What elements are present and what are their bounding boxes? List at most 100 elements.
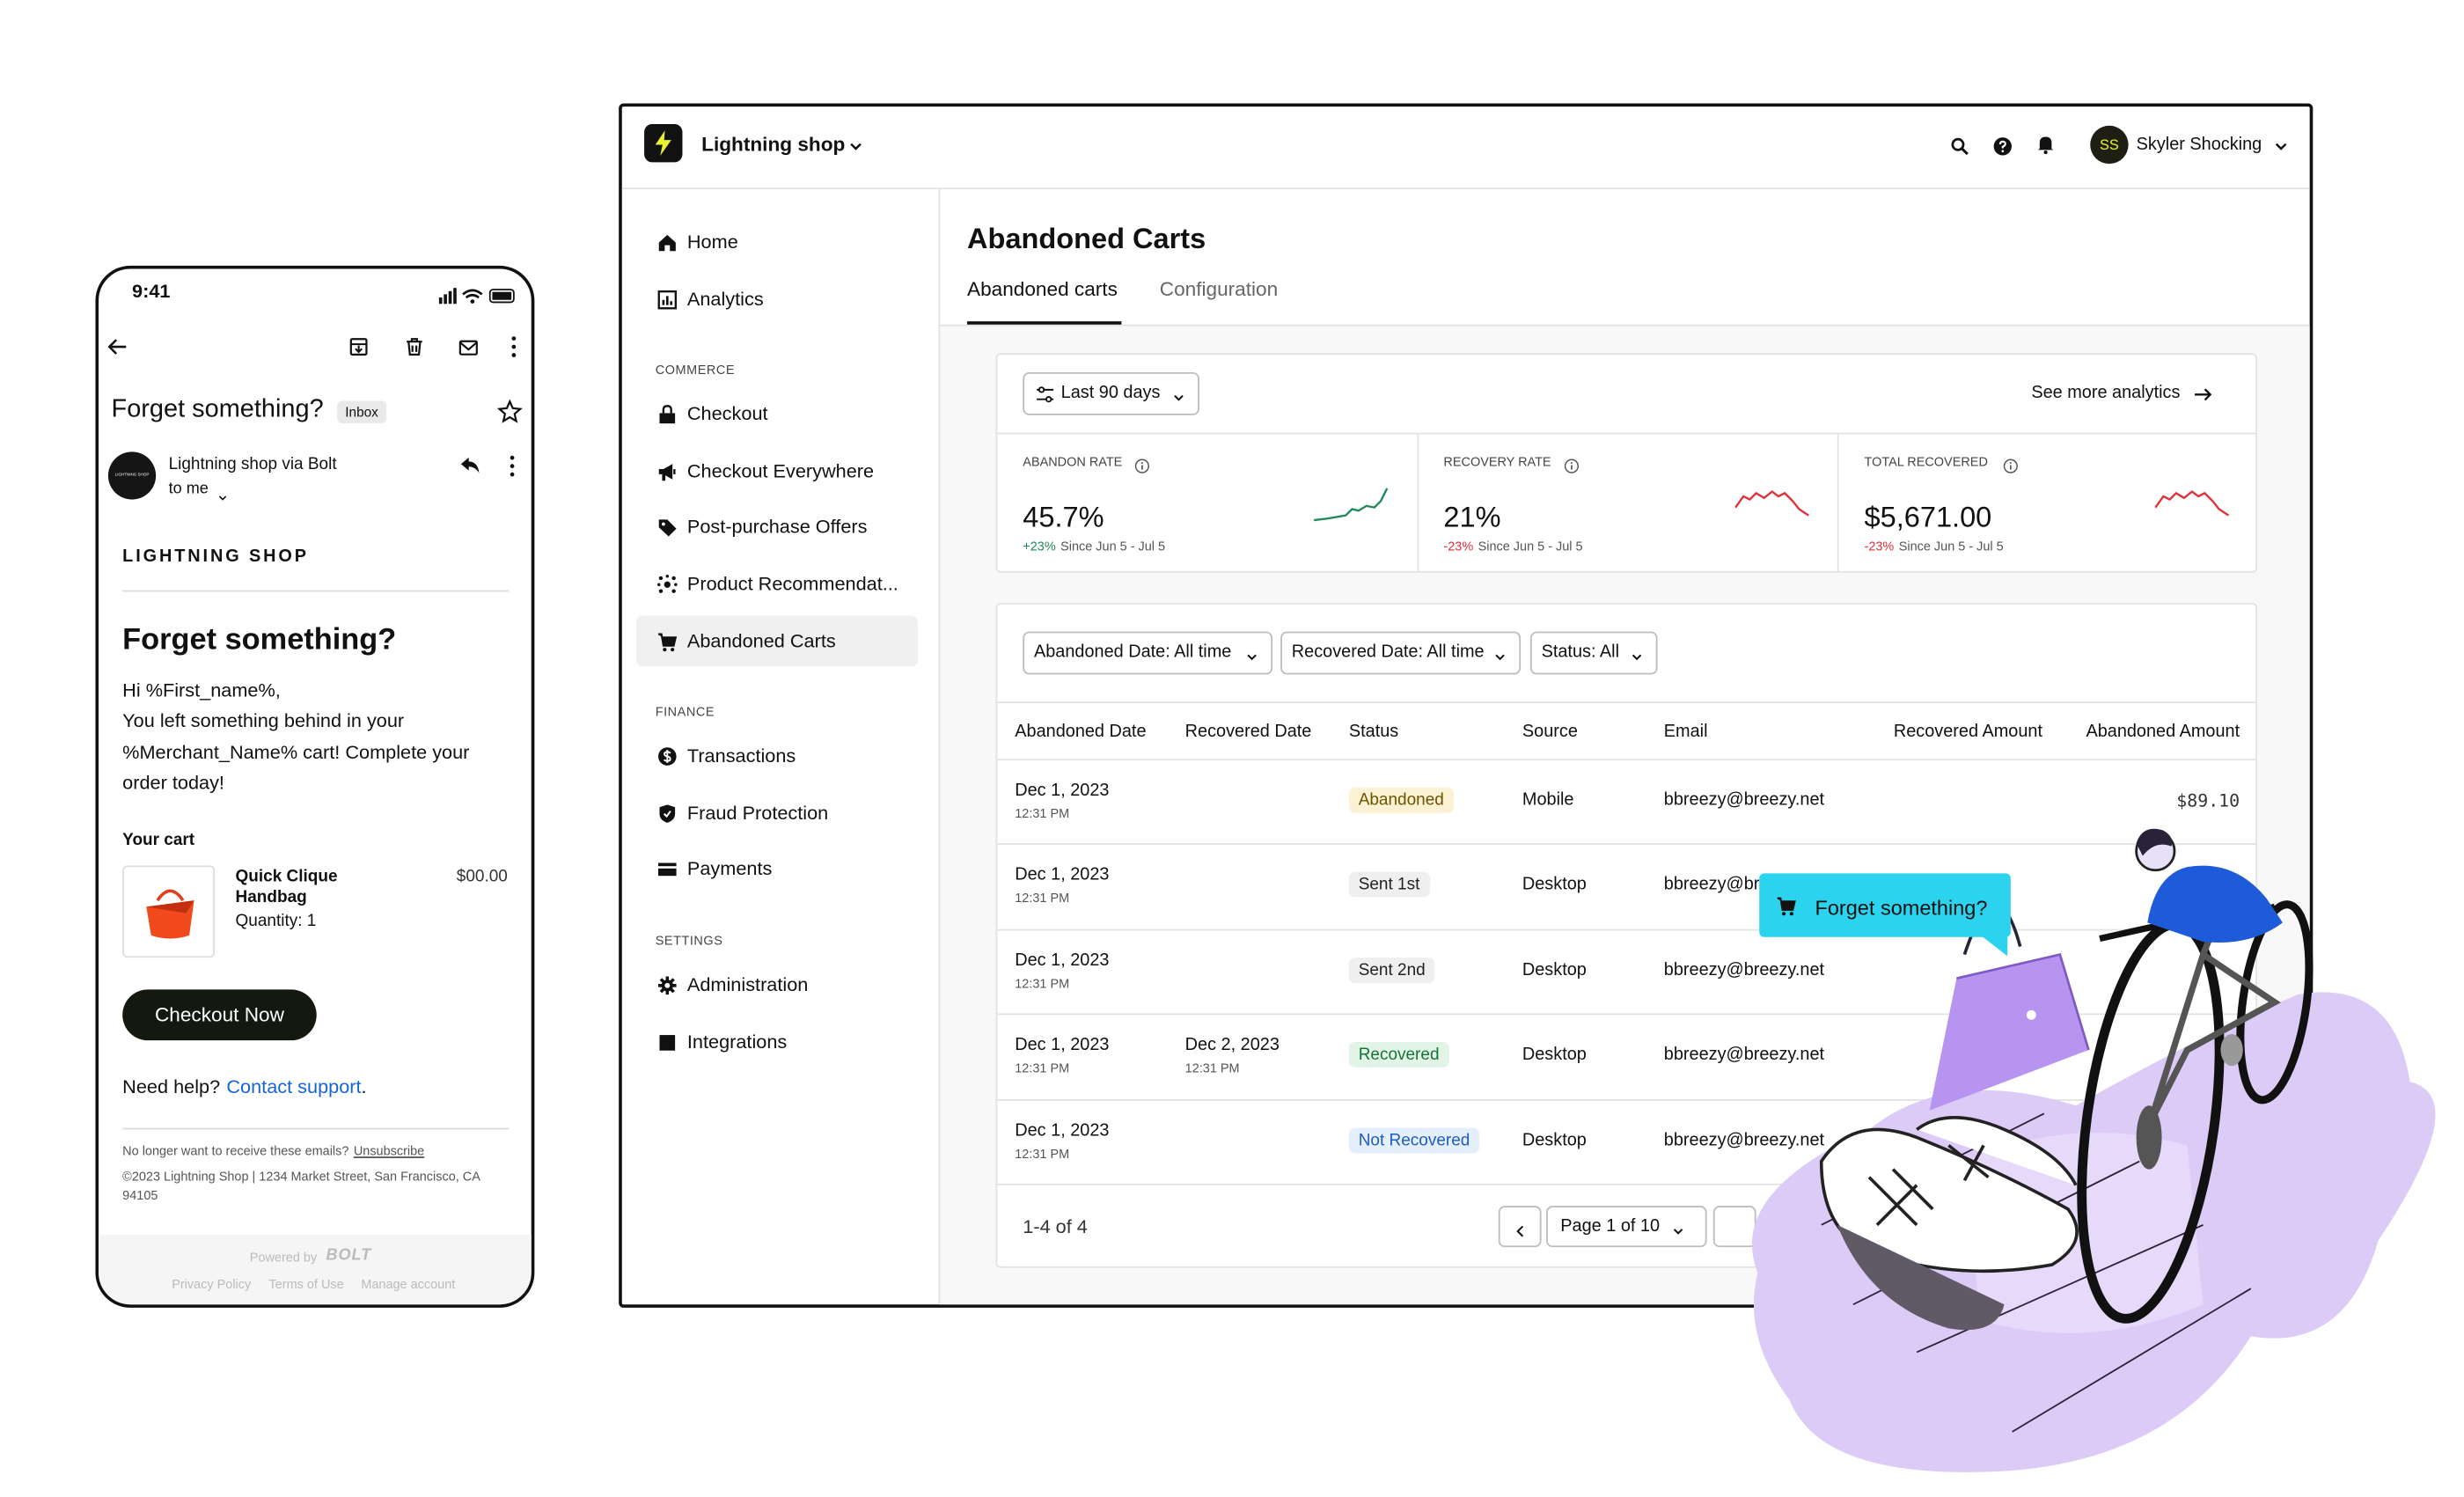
nav-icon [657,404,678,424]
prev-icon [1513,1219,1529,1237]
star-button[interactable] [496,399,523,423]
page-select[interactable] [1546,1206,1707,1248]
sender-name: Lightning shop via Bolt [168,454,337,474]
footer-link[interactable]: Terms of Use [268,1277,344,1292]
sender-avatar [107,451,157,500]
icon-shape [659,1034,676,1050]
icon-shape [658,589,664,593]
footer-link[interactable]: Privacy Policy [172,1277,252,1292]
abandoned-time: 12:31 PM [1015,806,1070,821]
help-end: . [361,1075,367,1098]
icon-shape [511,336,517,357]
prev-page[interactable] [1498,1206,1542,1248]
icon-shape [1673,1229,1683,1235]
message-more[interactable] [504,455,520,477]
icon-shape [2220,1033,2243,1067]
notifications-button[interactable] [2036,134,2056,155]
nav-icon [657,517,678,538]
support-link[interactable]: Contact support [226,1075,362,1098]
icon-shape [438,288,515,305]
source: Desktop [1522,960,1587,980]
icon-shape [1961,147,1969,156]
page-label[interactable]: Page 1 of 10 [1560,1216,1661,1236]
powered-brand: BOLT [326,1247,372,1266]
range-label[interactable]: Last 90 days [1060,383,1161,403]
icon-shape [1516,1225,1524,1237]
delete-button[interactable] [404,335,424,357]
unsubscribe-link[interactable]: Unsubscribe [353,1143,425,1158]
icon-shape [1777,897,1796,911]
divider [122,1127,510,1130]
nav-item[interactable]: Checkout [686,402,768,425]
icon-shape [664,581,671,588]
filter-dropdown[interactable] [1529,631,1658,675]
icon-shape [1956,952,2090,1051]
status-time: 9:41 [132,280,171,303]
nav-section-label: SETTINGS [655,934,723,949]
reply-button[interactable] [458,455,482,475]
mail-button[interactable] [457,337,480,356]
nav-item[interactable]: Product Recommendat... [686,572,898,596]
filter-dropdown[interactable] [1023,631,1273,675]
analytics-link[interactable]: See more analytics [2031,383,2181,403]
icon-shape [2026,1009,2036,1020]
icon-shape [2043,150,2048,155]
archive-button[interactable] [348,335,369,357]
search-button[interactable] [1950,136,1969,156]
icon-shape [665,574,670,578]
icon-shape [2003,459,2018,473]
tab-active[interactable]: Abandoned carts [967,278,1118,301]
checkout-button-label[interactable]: Checkout Now [154,1003,284,1026]
nav-item[interactable]: Fraud Protection [686,801,829,824]
store-logo[interactable] [644,123,683,163]
icon-shape [1565,459,1580,473]
filter-label[interactable]: Abandoned Date: All time [1033,642,1232,662]
nav-item[interactable]: Payments [686,858,773,881]
nav-item[interactable]: Analytics [686,287,764,310]
filter-label[interactable]: Recovered Date: All time [1291,642,1485,662]
icon-shape [407,338,422,356]
nav-item[interactable]: Abandoned Carts [686,629,836,652]
icon-shape [2147,865,2283,943]
nav-item[interactable]: Home [686,231,738,253]
icon-shape [1947,1144,1990,1182]
nav-item[interactable]: Integrations [686,1030,788,1053]
sparkline [1313,488,1389,522]
source: Mobile [1522,790,1574,811]
icon-shape [1916,1116,2078,1186]
header-border [621,187,2310,190]
icon-shape [850,143,862,150]
tab[interactable]: Configuration [1159,278,1279,301]
icon-shape [1951,137,1965,151]
row-divider [997,1098,2256,1101]
nav-item[interactable]: Transactions [686,745,796,767]
icon-shape [1673,1229,1683,1235]
abandoned-date: Dec 1, 2023 [1015,781,1110,801]
store-name[interactable]: Lightning shop [701,133,846,157]
range-filter[interactable] [1023,371,1199,415]
footer-link[interactable]: Manage account [361,1277,456,1292]
nav-item[interactable]: Administration [686,973,809,996]
metric-period: Since Jun 5 - Jul 5 [1478,539,1583,554]
help-button[interactable] [1993,136,2013,156]
icon-shape [644,123,683,163]
arrow-icon [2192,384,2214,403]
nav-item[interactable]: Checkout Everywhere [686,459,875,482]
page-title: Abandoned Carts [967,223,1206,255]
filter-chevron [1244,644,1260,661]
filter-label[interactable]: Status: All [1541,642,1620,662]
more-button[interactable] [506,335,522,357]
user-avatar[interactable] [2090,125,2129,165]
nav-item[interactable]: Post-purchase Offers [686,516,868,539]
back-button[interactable] [106,335,128,357]
info-icon [2002,453,2018,473]
icon-shape [850,143,862,150]
filter-dropdown[interactable] [1280,631,1522,675]
metric-label: RECOVERY RATE [1443,454,1551,470]
checkout-button[interactable] [122,989,317,1041]
user-name[interactable]: Skyler Shocking [2136,135,2262,155]
icon-shape [510,472,515,477]
icon-shape [664,982,671,988]
email-subject: Forget something? [111,396,324,423]
